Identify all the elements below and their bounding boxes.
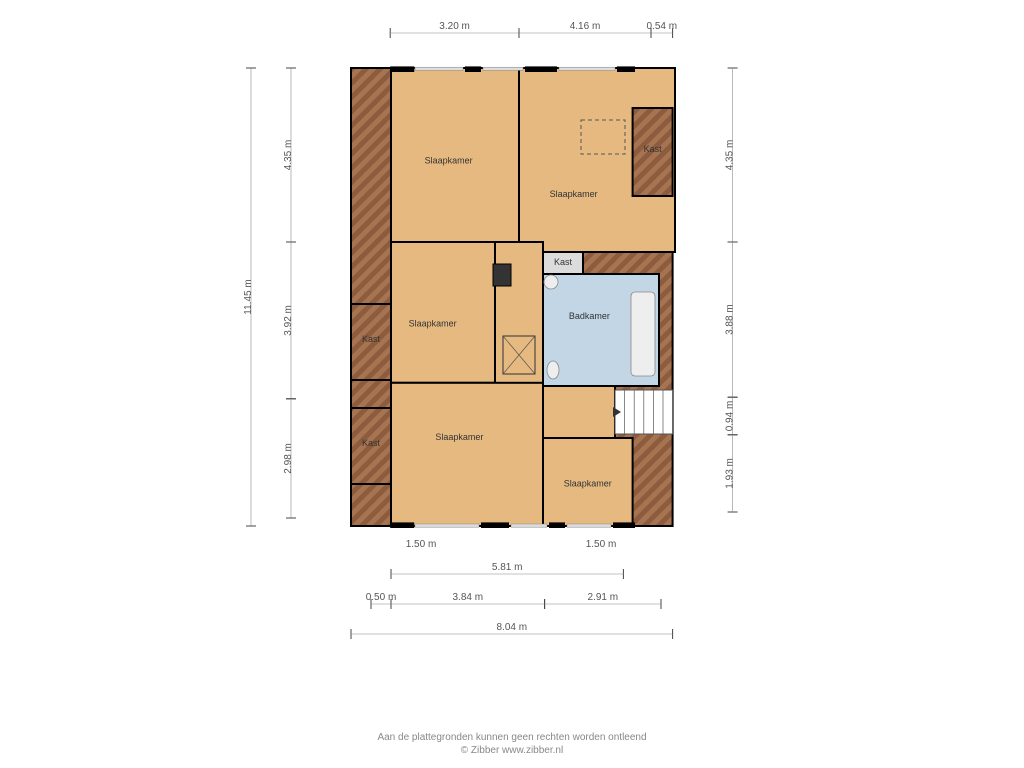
room-label-slaapkamer_tl: Slaapkamer <box>425 156 473 166</box>
bathtub <box>631 292 655 376</box>
wall-jamb <box>613 522 635 528</box>
dimension-label: 1.50 m <box>406 539 437 550</box>
footer-copyright: © Zibber www.zibber.nl <box>461 745 563 756</box>
room-label-kast_tr: Kast <box>644 144 663 154</box>
dimension-label: 4.35 m <box>725 140 736 171</box>
dimension-label: 2.98 m <box>283 443 294 474</box>
dimension-label: 3.84 m <box>453 592 484 603</box>
dimension-label: 11.45 m <box>243 279 254 314</box>
room-label-slaapkamer_bl: Slaapkamer <box>435 432 483 442</box>
dimension-label: 4.35 m <box>283 140 294 171</box>
wall-jamb <box>390 66 414 72</box>
dimension-label: 1.50 m <box>586 539 617 550</box>
room-overloop_ext <box>543 386 615 438</box>
wall-jamb <box>549 522 565 528</box>
toilet-icon <box>547 361 559 379</box>
dimension-label: 0.94 m <box>725 401 736 432</box>
dimension-label: 8.04 m <box>497 622 528 633</box>
dimension-label: 3.20 m <box>439 21 470 32</box>
wall-jamb <box>390 522 414 528</box>
floor-plan-diagram: SlaapkamerSlaapkamerKastSlaapkamerKastOv… <box>0 0 1024 768</box>
wall-jamb <box>617 66 635 72</box>
window <box>483 67 523 70</box>
dimension-label: 4.16 m <box>570 21 601 32</box>
footer-disclaimer: Aan de plattegronden kunnen geen rechten… <box>377 732 646 743</box>
room-label-slaapkamer_ml: Slaapkamer <box>409 318 457 328</box>
room-label-slaapkamer_br: Slaapkamer <box>564 478 612 488</box>
room-slaapkamer_ml <box>391 242 495 383</box>
dimension-label: 0.54 m <box>647 21 678 32</box>
sink-icon <box>544 275 558 289</box>
room-label-slaapkamer_tr: Slaapkamer <box>550 189 598 199</box>
window <box>415 67 463 70</box>
window <box>415 524 479 527</box>
window <box>567 524 611 527</box>
room-label-kast_ml: Kast <box>362 334 381 344</box>
dimension-label: 3.88 m <box>725 304 736 335</box>
dimension-label: 1.93 m <box>725 458 736 489</box>
room-slaapkamer_bl <box>391 383 543 526</box>
wall-jamb <box>465 66 481 72</box>
shaft-block <box>493 264 511 286</box>
wall-jamb <box>481 522 509 528</box>
window <box>511 524 547 527</box>
room-label-badkamer: Badkamer <box>569 311 610 321</box>
dimension-label: 0.50 m <box>366 592 397 603</box>
window <box>559 67 615 70</box>
wall-jamb <box>525 66 557 72</box>
dimension-label: 2.91 m <box>588 592 619 603</box>
dimension-label: 5.81 m <box>492 562 523 573</box>
dimension-label: 3.92 m <box>283 305 294 336</box>
room-label-kast_bl: Kast <box>362 438 381 448</box>
room-label-kast_mid: Kast <box>554 257 573 267</box>
